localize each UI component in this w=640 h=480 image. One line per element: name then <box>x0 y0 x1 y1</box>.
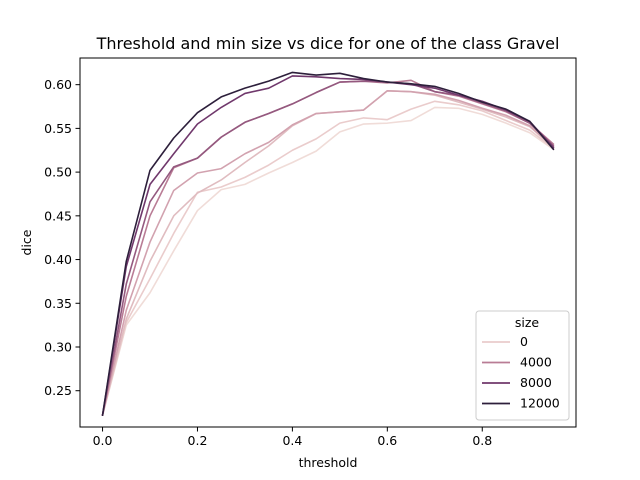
legend-box <box>475 310 570 421</box>
y-tick-label: 0.60 <box>44 77 72 92</box>
plot-frame <box>79 57 577 428</box>
x-axis-label: threshold <box>299 455 358 470</box>
series-line-2 <box>101 100 555 417</box>
legend-label: 4000 <box>520 355 552 370</box>
y-axis: 0.25 0.30 0.35 0.40 0.45 0.50 0.55 0.60 <box>44 77 80 398</box>
y-tick-label: 0.35 <box>44 296 72 311</box>
x-tick-label: 0.8 <box>472 433 492 448</box>
x-tick-label: 0.0 <box>93 433 113 448</box>
y-tick-label: 0.25 <box>44 383 72 398</box>
legend-label: 0 <box>520 334 528 349</box>
x-axis: 0.0 0.2 0.4 0.6 0.8 <box>93 427 492 448</box>
legend-title: size <box>515 315 540 330</box>
y-tick-label: 0.40 <box>44 252 72 267</box>
y-tick-label: 0.45 <box>44 208 72 223</box>
y-tick-label: 0.30 <box>44 339 72 354</box>
y-tick-label: 0.50 <box>44 165 72 180</box>
y-tick-label: 0.55 <box>44 121 72 136</box>
x-tick-label: 0.6 <box>377 433 397 448</box>
x-tick-label: 0.4 <box>282 433 302 448</box>
series-line-8 <box>101 71 555 417</box>
series-line-4 <box>101 89 555 417</box>
chart-title: Threshold and min size vs dice for one o… <box>96 34 560 53</box>
legend-items: 0 4000 8000 12000 <box>482 334 560 411</box>
series-line-6 <box>101 80 555 417</box>
x-tick-label: 0.2 <box>188 433 208 448</box>
legend-label: 8000 <box>520 375 552 390</box>
y-axis-label: dice <box>19 229 34 255</box>
plot-lines <box>101 71 555 417</box>
legend-label: 12000 <box>520 396 560 411</box>
series-line-1 <box>101 106 555 417</box>
legend: size 0 4000 8000 12000 <box>475 310 570 421</box>
